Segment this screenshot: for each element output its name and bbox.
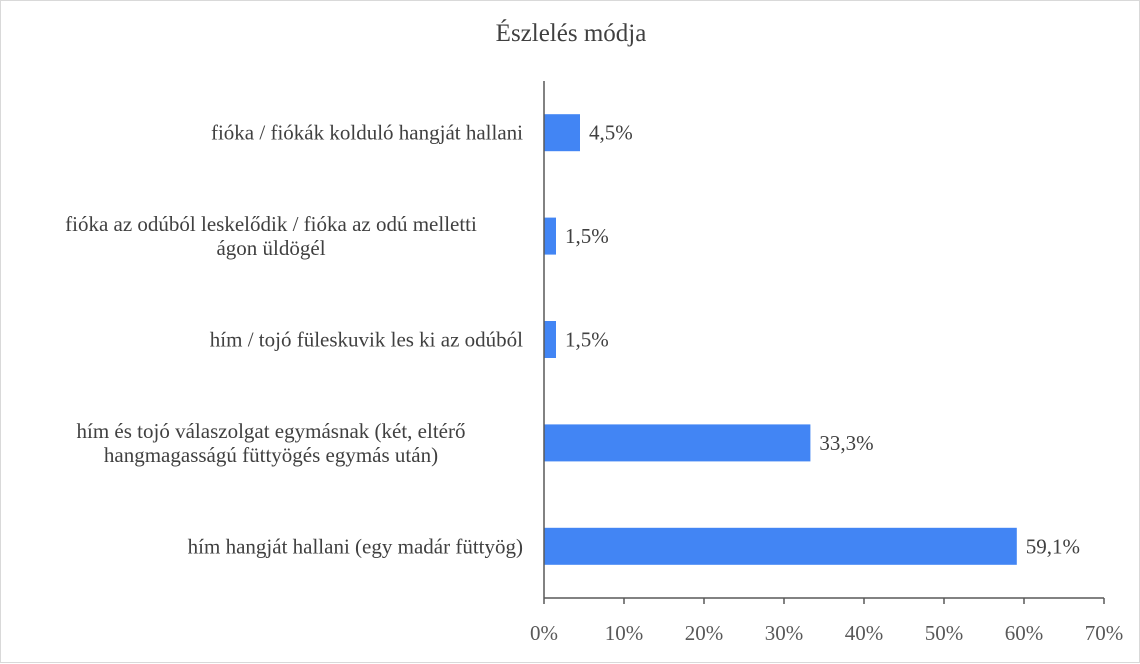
category-label: hím és tojó válaszolgat egymásnak (két, … [77,419,466,443]
category-label: fióka az odúból leskelődik / fióka az od… [65,212,477,236]
data-label: 4,5% [589,121,633,145]
x-tick-label: 30% [765,621,804,645]
data-label: 1,5% [565,328,609,352]
x-tick-label: 60% [1005,621,1044,645]
bar [544,217,556,255]
category-label: ágon üldögél [216,236,325,260]
x-tick-label: 70% [1085,621,1124,645]
category-labels: fióka / fiókák kolduló hangját hallani fi… [65,121,523,559]
x-axis: 0% 10% 20% 30% 40% 50% 60% 70% [530,597,1124,645]
bar [544,527,1017,565]
x-tick-label: 40% [845,621,884,645]
category-label: hangmagasságú füttyögés egymás után) [104,443,438,467]
x-tick-label: 20% [685,621,724,645]
x-tick-label: 10% [605,621,644,645]
x-tick-label: 50% [925,621,964,645]
chart-title: Észlelés módja [496,19,647,47]
bar [544,321,556,358]
bar [544,424,811,462]
data-label: 33,3% [819,431,873,455]
category-label: hím / tojó füleskuvik les ki az odúból [210,328,523,352]
category-label: fióka / fiókák kolduló hangját hallani [211,121,523,145]
data-label: 59,1% [1026,534,1080,558]
data-label: 1,5% [565,224,609,248]
category-label: hím hangját hallani (egy madár füttyög) [188,534,523,558]
x-tick-label: 0% [530,621,558,645]
bar [544,114,580,152]
bars: 4,5% 1,5% 1,5% 33,3% 59,1% [544,114,1080,565]
